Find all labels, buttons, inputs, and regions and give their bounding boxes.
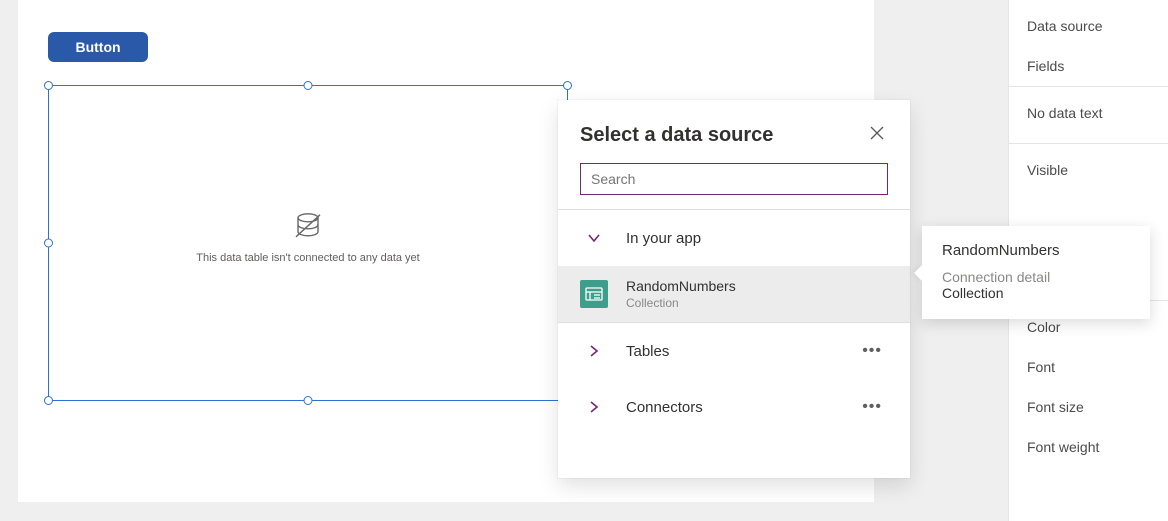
resize-handle-bottom-mid[interactable] [304, 396, 313, 405]
group-label: In your app [626, 230, 888, 247]
chevron-right-icon [580, 400, 608, 414]
prop-font-size[interactable]: Font size [1009, 387, 1168, 427]
chevron-right-icon [580, 344, 608, 358]
selected-data-table[interactable]: This data table isn't connected to any d… [48, 85, 568, 401]
resize-handle-top-right[interactable] [563, 81, 572, 90]
group-label: Connectors [626, 399, 838, 416]
tooltip-title: RandomNumbers [942, 242, 1130, 259]
more-button[interactable]: ••• [856, 397, 888, 417]
resize-handle-bottom-left[interactable] [44, 396, 53, 405]
flyout-title: Select a data source [580, 124, 773, 147]
search-input[interactable] [580, 163, 888, 195]
resize-handle-top-left[interactable] [44, 81, 53, 90]
collection-icon [580, 280, 608, 308]
prop-no-data-text[interactable]: No data text [1009, 87, 1168, 133]
prop-fields[interactable]: Fields [1009, 46, 1168, 86]
prop-font-weight[interactable]: Font weight [1009, 427, 1168, 467]
resize-handle-top-mid[interactable] [304, 81, 313, 90]
item-name: RandomNumbers [626, 278, 888, 294]
close-button[interactable] [866, 122, 888, 149]
prop-visible[interactable]: Visible [1009, 144, 1168, 190]
close-icon [870, 126, 884, 140]
app-button[interactable]: Button [48, 32, 148, 62]
more-button[interactable]: ••• [856, 341, 888, 361]
data-table-placeholder: This data table isn't connected to any d… [49, 212, 567, 264]
group-label: Tables [626, 343, 838, 360]
database-empty-icon [293, 212, 323, 240]
prop-data-source[interactable]: Data source [1009, 0, 1168, 46]
chevron-down-icon [580, 231, 608, 245]
group-tables[interactable]: Tables ••• [558, 323, 910, 379]
group-connectors[interactable]: Connectors ••• [558, 379, 910, 435]
placeholder-text: This data table isn't connected to any d… [49, 252, 567, 264]
group-in-your-app[interactable]: In your app [558, 210, 910, 266]
data-source-tooltip: RandomNumbers Connection detail Collecti… [922, 226, 1150, 319]
prop-font[interactable]: Font [1009, 347, 1168, 387]
tooltip-detail-value: Collection [942, 285, 1130, 301]
data-source-item-randomnumbers[interactable]: RandomNumbers Collection [558, 266, 910, 322]
data-source-flyout: Select a data source In your app Rando [558, 100, 910, 478]
item-subtype: Collection [626, 296, 888, 310]
tooltip-detail-label: Connection detail [942, 269, 1130, 285]
